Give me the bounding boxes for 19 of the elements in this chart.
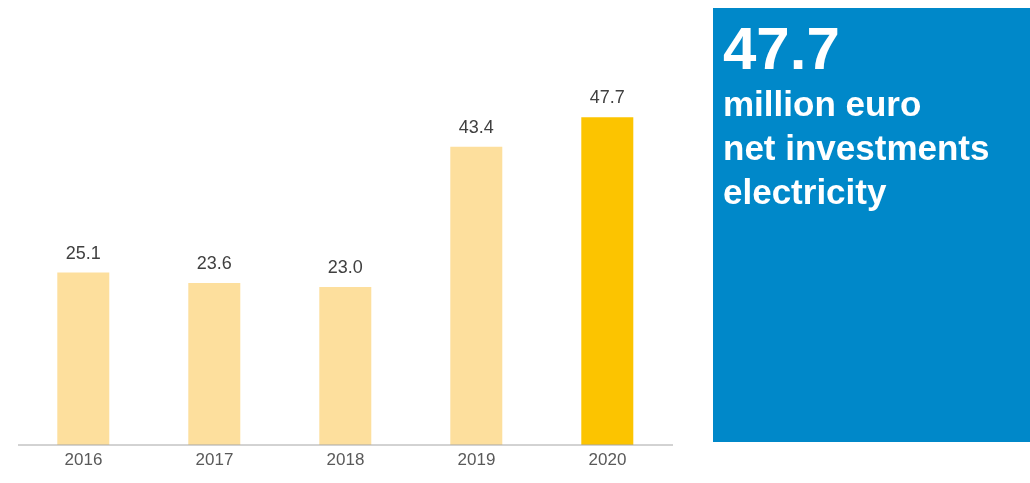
bar bbox=[450, 146, 503, 445]
text: net investments bbox=[723, 127, 991, 169]
bar bbox=[319, 287, 372, 445]
data-label: 43.4 bbox=[458, 116, 494, 137]
x-tick-label: 2016 bbox=[64, 450, 103, 470]
bar bbox=[57, 272, 110, 445]
data-label: 23.0 bbox=[327, 257, 363, 277]
text: electricity bbox=[723, 171, 888, 213]
bar bbox=[581, 117, 634, 445]
x-tick-label: 2017 bbox=[195, 450, 234, 470]
data-label: 47.7 bbox=[589, 87, 625, 108]
bar bbox=[188, 282, 241, 445]
text: 47.7 bbox=[723, 15, 841, 82]
x-tick-label: 2018 bbox=[326, 450, 365, 470]
data-label: 23.6 bbox=[196, 252, 232, 273]
x-tick-label: 2020 bbox=[588, 450, 627, 470]
x-tick-label: 2019 bbox=[457, 450, 496, 470]
text: million euro bbox=[723, 83, 923, 125]
data-label: 25.1 bbox=[65, 242, 101, 263]
